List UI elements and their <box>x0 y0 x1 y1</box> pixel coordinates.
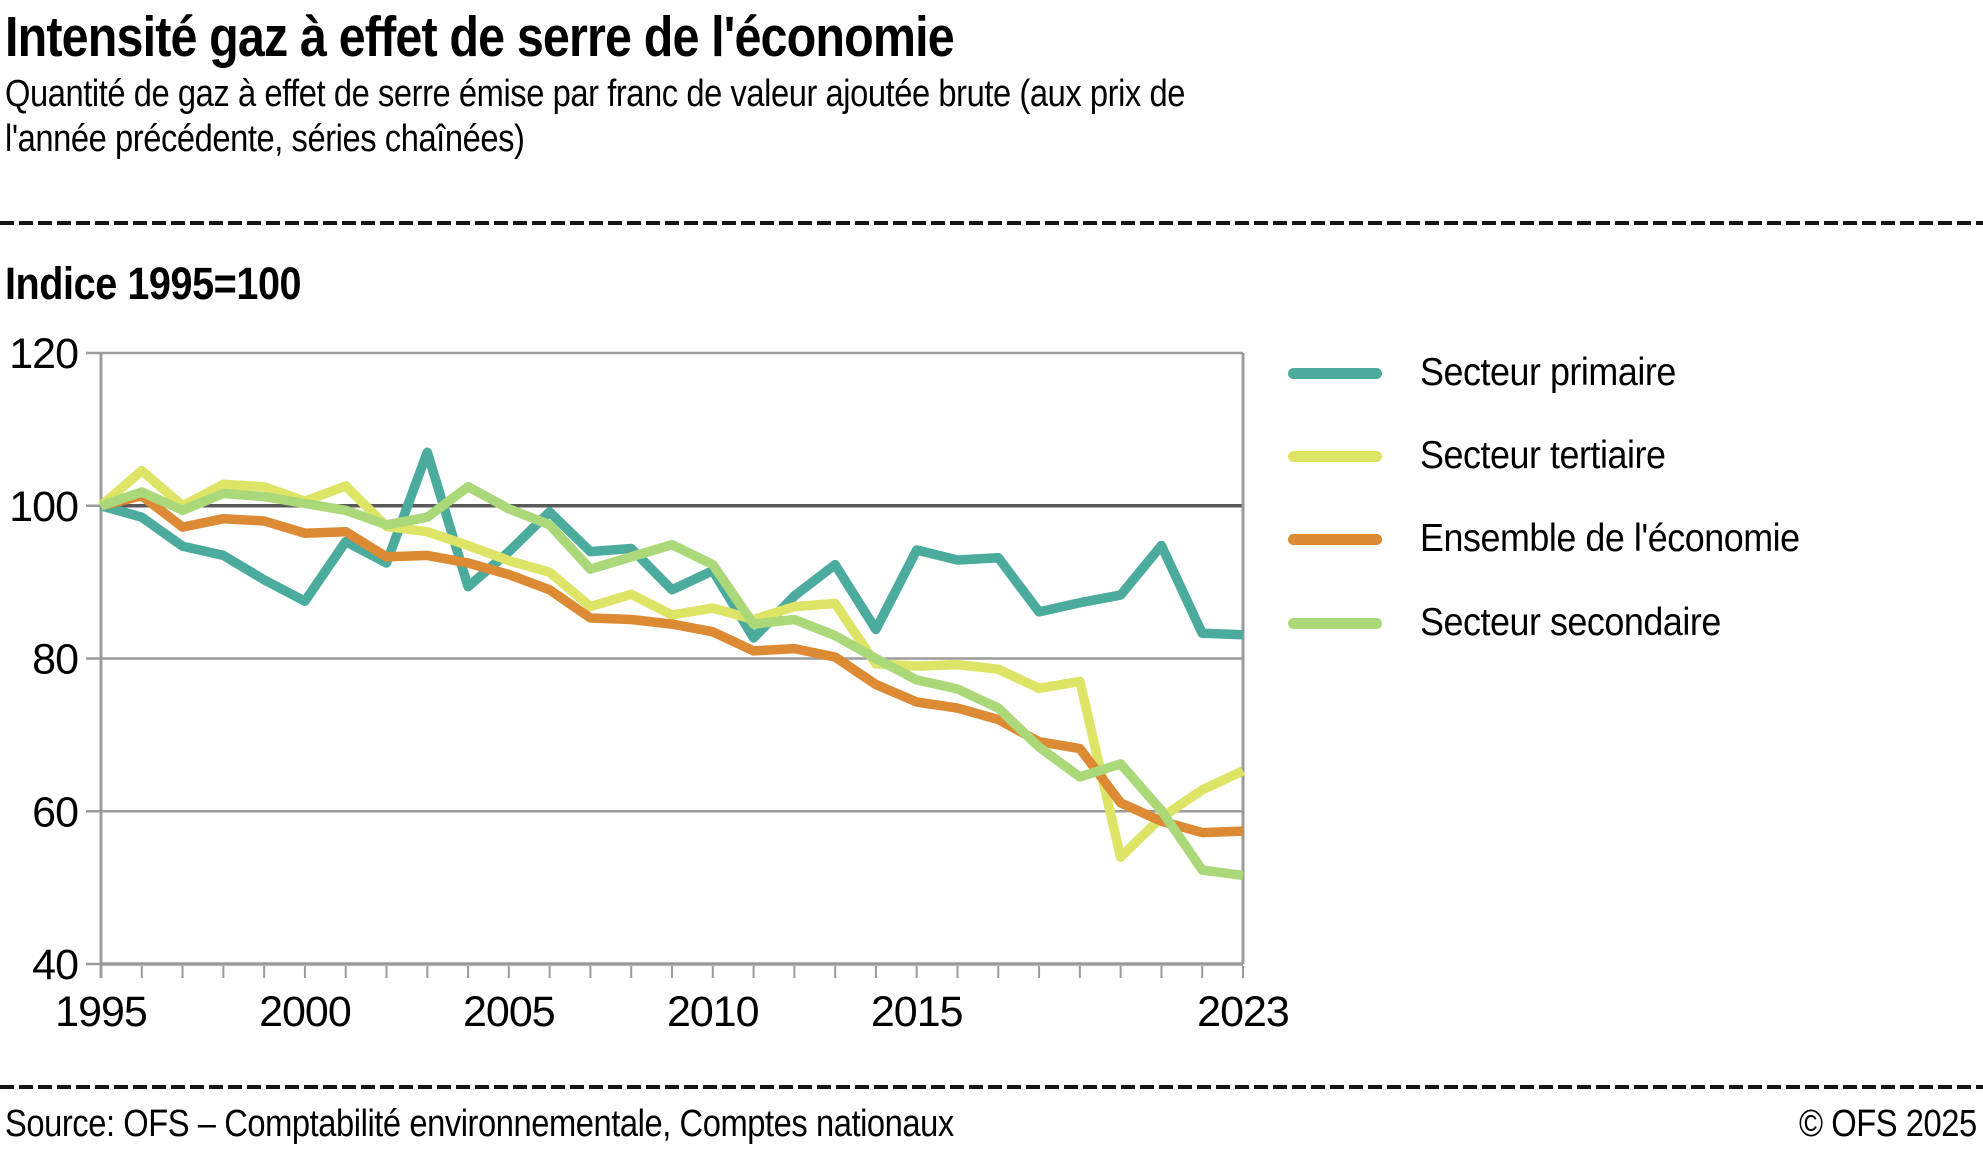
copyright-note-text: © OFS 2025 <box>1799 1103 1977 1145</box>
y-tick-label-120: 120 <box>9 330 78 378</box>
series-line-ensemble-de-l-economie <box>99 491 1244 838</box>
legend-label-text: Secteur tertiaire <box>1420 434 1666 477</box>
x-tick-label-2015: 2015 <box>871 988 963 1036</box>
legend-label-text: Secteur secondaire <box>1420 601 1721 644</box>
y-tick-label-60: 60 <box>32 788 78 836</box>
legend-item-secteur-secondaire: Secteur secondaire <box>1288 597 1747 649</box>
page-title-text: Intensité gaz à effet de serre de l'écon… <box>5 5 955 69</box>
top-divider <box>0 221 1983 225</box>
index-axis-label-text: Indice 1995=100 <box>5 258 302 309</box>
legend-label-text: Secteur primaire <box>1420 351 1676 394</box>
subtitle-line-1: Quantité de gaz à effet de serre émise p… <box>5 73 1185 115</box>
legend-label: Secteur primaire <box>1420 351 1698 395</box>
y-tick-label-80: 80 <box>32 636 78 684</box>
x-tick-label-2010: 2010 <box>667 988 759 1036</box>
legend-label: Secteur tertiaire <box>1420 434 1687 478</box>
page-title: Intensité gaz à effet de serre de l'écon… <box>5 4 1121 70</box>
legend-color-line-secondaire <box>1288 617 1382 629</box>
legend-label: Secteur secondaire <box>1420 601 1747 645</box>
legend-item-secteur-primaire: Secteur primaire <box>1288 347 1698 399</box>
x-tick-label-2005: 2005 <box>463 988 555 1036</box>
x-tick-label-1995: 1995 <box>55 988 147 1036</box>
source-note: Source: OFS – Comptabilité environnement… <box>5 1103 1108 1146</box>
y-tick-label-40: 40 <box>32 941 78 989</box>
series-line-secteur-tertiaire <box>97 465 1246 862</box>
legend-label-text: Ensemble de l'économie <box>1420 517 1800 560</box>
legend-item-secteur-tertiaire: Secteur tertiaire <box>1288 430 1687 482</box>
series-line-secteur-primaire <box>99 447 1244 643</box>
copyright-note: © OFS 2025 <box>1770 1103 1977 1146</box>
page-subtitle: Quantité de gaz à effet de serre émise p… <box>5 72 1377 162</box>
legend-item-ensemble-economie: Ensemble de l'économie <box>1288 513 1833 565</box>
index-axis-label: Indice 1995=100 <box>5 258 342 310</box>
source-note-text: Source: OFS – Comptabilité environnement… <box>5 1103 954 1145</box>
y-tick-label-100: 100 <box>9 483 78 531</box>
series-line-secteur-secondaire <box>99 481 1244 881</box>
legend-color-line-tertiaire <box>1288 450 1382 462</box>
subtitle-line-2: l'année précédente, séries chaînées) <box>5 118 525 160</box>
legend-color-line-ensemble <box>1288 533 1382 545</box>
bottom-divider <box>0 1085 1983 1089</box>
legend-label: Ensemble de l'économie <box>1420 517 1833 561</box>
x-tick-label-2023: 2023 <box>1197 988 1289 1036</box>
legend-color-line-primaire <box>1288 367 1382 379</box>
x-tick-label-2000: 2000 <box>259 988 351 1036</box>
